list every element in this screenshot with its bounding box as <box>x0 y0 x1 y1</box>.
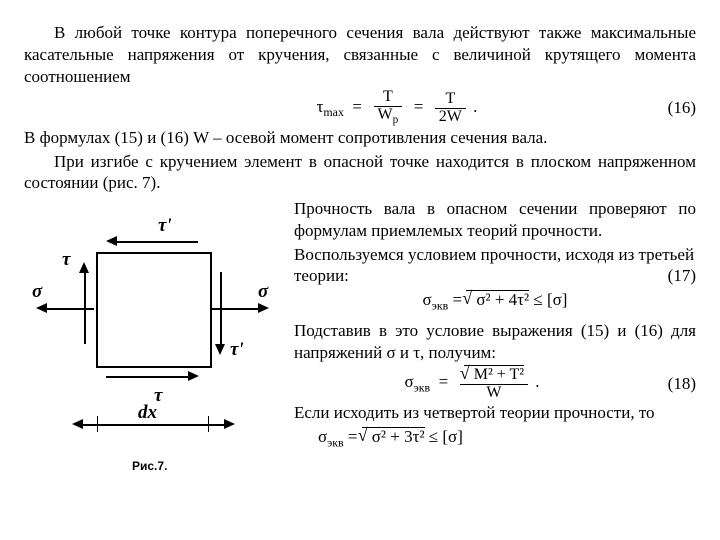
eq16-top2: T <box>435 91 466 109</box>
eq18-number: (18) <box>650 373 696 395</box>
right-block-2: Воспользуемся условием прочности, исходя… <box>294 244 696 288</box>
eq18-top: M² + T² <box>474 366 524 383</box>
eq17-radicand: σ² + 4τ² <box>476 290 529 309</box>
right-text-1: Прочность вала в опасном сечении проверя… <box>294 198 696 242</box>
label-tau-prime-right: τ' <box>230 338 244 362</box>
eq18-lhs-sub: экв <box>414 381 431 395</box>
eq16-bot1: W <box>378 106 393 123</box>
stress-element <box>96 252 212 368</box>
eq17-rhs: [σ] <box>547 290 568 309</box>
eq17-lhs: σ <box>423 290 432 309</box>
equation-16-line: τmax = TWp = T2W . (16) <box>24 89 696 127</box>
paragraph-2: В формулах (15) и (16) W – осевой момент… <box>24 127 696 149</box>
figure-7: τ' τ τ τ' σ σ <box>24 198 282 474</box>
paragraph-1: В любой точке контура поперечного сечени… <box>24 22 696 87</box>
right-text-4: Если исходить из четвертой теории прочно… <box>294 402 696 424</box>
right-text-3: Подставив в это условие выражения (15) и… <box>294 320 696 364</box>
label-sigma-right: σ <box>258 280 268 304</box>
eq19-lhs: σ <box>318 427 327 446</box>
eq16-bot2: 2W <box>435 109 466 126</box>
label-tau-prime-top: τ' <box>158 214 172 238</box>
label-dx: dx <box>138 401 157 425</box>
eq19-sqrt: σ² + 3τ² <box>362 427 425 447</box>
equation-17: σэкв = σ² + 4τ² ≤ [σ] <box>294 289 696 314</box>
label-sigma-left: σ <box>32 280 42 304</box>
eq16-bot1-sub: p <box>393 114 399 126</box>
equation-19: σэкв = σ² + 3τ² ≤ [σ] <box>294 426 696 451</box>
equation-18: σэкв = M² + T²W . <box>294 365 650 402</box>
eq17-lhs-sub: экв <box>432 299 449 313</box>
eq16-top1: T <box>374 89 403 107</box>
figure-caption: Рис.7. <box>132 459 167 474</box>
eq17-sqrt: σ² + 4τ² <box>466 290 529 310</box>
label-tau-left: τ <box>62 248 70 272</box>
eq19-radicand: σ² + 3τ² <box>372 427 425 446</box>
eq19-rhs: [σ] <box>442 427 463 446</box>
equation-16: τmax = TWp = T2W . <box>24 89 650 127</box>
eq18-lhs: σ <box>404 373 413 392</box>
eq19-lhs-sub: экв <box>327 435 344 449</box>
eq16-number: (16) <box>650 97 696 119</box>
paragraph-3: При изгибе с кручением элемент в опасной… <box>24 151 696 195</box>
eq17-number: (17) <box>668 265 696 287</box>
eq18-bot: W <box>460 385 528 402</box>
equation-18-line: σэкв = M² + T²W . (18) <box>294 365 696 402</box>
eq16-lhs-sub: max <box>323 105 343 119</box>
right-text-2: Воспользуемся условием прочности, исходя… <box>294 245 694 286</box>
